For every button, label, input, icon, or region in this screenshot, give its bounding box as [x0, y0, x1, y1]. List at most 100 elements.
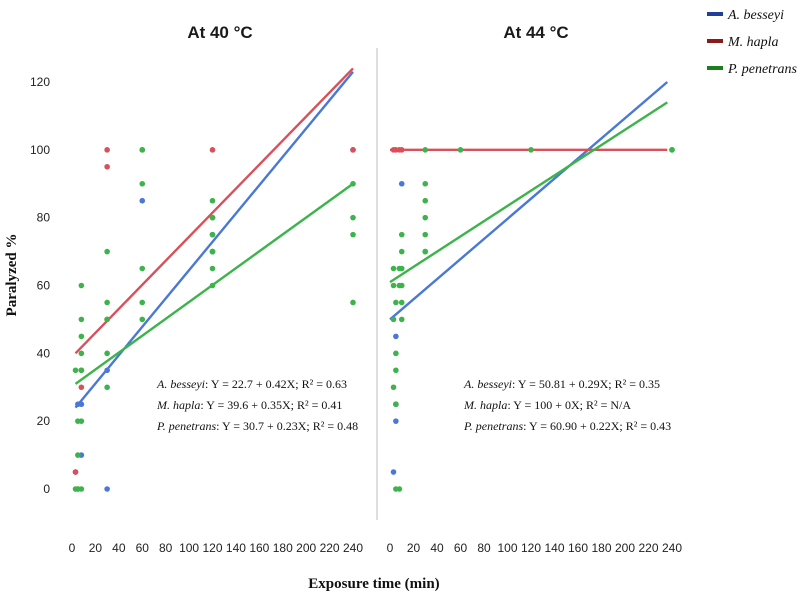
data-point [139, 316, 146, 323]
regression-lines-40 [74, 67, 354, 409]
data-point [209, 197, 216, 204]
x-tick-label: 120 [202, 541, 222, 555]
x-tick-label: 160 [568, 541, 588, 555]
x-tick-label: 220 [320, 541, 340, 555]
x-tick-label: 100 [179, 541, 199, 555]
data-point [393, 418, 399, 424]
regression-equation: P. penetrans: Y = 30.7 + 0.23X; R² = 0.4… [156, 419, 358, 433]
legend-swatch [707, 12, 723, 16]
legend-swatch [707, 66, 723, 70]
data-point [104, 486, 110, 492]
data-point [139, 197, 146, 204]
data-point [78, 418, 85, 424]
y-tick-label: 40 [37, 346, 51, 360]
panel-title-40: At 40 °C [187, 23, 252, 42]
regression-line [389, 101, 668, 284]
x-tick-label: 120 [521, 541, 541, 555]
equations-44: A. besseyi: Y = 50.81 + 0.29X; R² = 0.35… [463, 377, 671, 433]
panel-title-44: At 44 °C [503, 23, 568, 42]
data-point [528, 147, 534, 153]
data-point [390, 469, 397, 475]
data-point [139, 147, 146, 153]
y-axis-label: Paralyzed % [4, 234, 20, 317]
data-point [104, 350, 110, 357]
equation-species: A. besseyi [156, 377, 205, 391]
legend-label: P. penetrans [727, 62, 798, 77]
x-tick-label: 60 [454, 541, 468, 555]
x-tick-label: 200 [615, 541, 635, 555]
x-tick-label: 240 [662, 541, 682, 555]
equation-formula: : Y = 60.90 + 0.22X; R² = 0.43 [523, 419, 671, 433]
data-points-44 [390, 147, 675, 492]
x-tick-label: 0 [387, 541, 394, 555]
data-point [422, 231, 429, 238]
data-point [390, 282, 397, 289]
data-point [72, 469, 79, 475]
data-point [422, 248, 429, 255]
x-tick-label: 180 [273, 541, 293, 555]
data-point [457, 147, 464, 153]
data-point [393, 401, 399, 408]
equation-species: M. hapla [156, 398, 200, 412]
equation-formula: : Y = 50.81 + 0.29X; R² = 0.35 [512, 377, 660, 391]
data-point [209, 147, 216, 153]
y-tick-label: 80 [37, 211, 51, 225]
x-axis-ticks-44: 0 20 40 60 80 100 120 140 160 180 200 220 240 [387, 541, 683, 555]
y-axis-ticks: 0 20 40 60 80 100 120 [30, 75, 50, 496]
data-point [398, 147, 405, 153]
data-point [398, 282, 405, 289]
regression-equation: P. penetrans: Y = 60.90 + 0.22X; R² = 0.… [463, 419, 671, 433]
data-point [350, 214, 356, 221]
x-tick-label: 140 [544, 541, 564, 555]
data-point [139, 265, 146, 272]
data-point [104, 316, 110, 323]
equation-species: P. penetrans [463, 419, 523, 433]
data-point [390, 316, 397, 323]
data-point [75, 452, 81, 458]
y-tick-label: 60 [37, 279, 51, 293]
data-point [78, 282, 85, 289]
regression-equation: A. besseyi: Y = 22.7 + 0.42X; R² = 0.63 [156, 377, 347, 391]
regression-equation: M. hapla: Y = 39.6 + 0.35X; R² = 0.41 [156, 398, 342, 412]
x-tick-label: 40 [112, 541, 126, 555]
data-point [350, 231, 356, 238]
data-point [350, 147, 356, 153]
data-point [350, 180, 356, 187]
x-axis-ticks-40: 0 20 40 60 80 100 120 140 160 180 200 220 240 [69, 541, 364, 555]
data-point [78, 367, 85, 374]
data-points-40 [72, 147, 356, 492]
data-point [104, 248, 110, 255]
data-point [104, 163, 110, 170]
data-point [78, 350, 85, 357]
equation-formula: : Y = 39.6 + 0.35X; R² = 0.41 [200, 398, 342, 412]
data-point [422, 180, 429, 187]
data-point [422, 214, 429, 221]
data-point [422, 147, 429, 153]
data-point [396, 486, 403, 492]
data-point [422, 197, 429, 204]
data-point [398, 248, 405, 255]
x-tick-label: 220 [638, 541, 658, 555]
data-point [209, 231, 216, 238]
y-tick-label: 120 [30, 75, 50, 89]
y-tick-label: 100 [30, 143, 50, 157]
x-axis-label: Exposure time (min) [308, 576, 439, 592]
data-point [398, 231, 405, 238]
data-point [209, 248, 216, 255]
legend: A. besseyi M. hapla P. penetrans [707, 8, 798, 77]
regression-line [389, 81, 669, 321]
data-point [398, 265, 405, 272]
x-tick-label: 20 [89, 541, 103, 555]
data-point [390, 265, 397, 272]
data-point [78, 316, 85, 323]
legend-swatch [707, 39, 723, 43]
data-point [78, 401, 85, 408]
data-point [104, 147, 110, 153]
legend-label: A. besseyi [727, 8, 784, 23]
data-point [393, 299, 399, 306]
data-point [393, 350, 399, 357]
equation-species: A. besseyi [463, 377, 512, 391]
x-tick-label: 200 [296, 541, 316, 555]
data-point [209, 214, 216, 221]
data-point [139, 299, 146, 306]
